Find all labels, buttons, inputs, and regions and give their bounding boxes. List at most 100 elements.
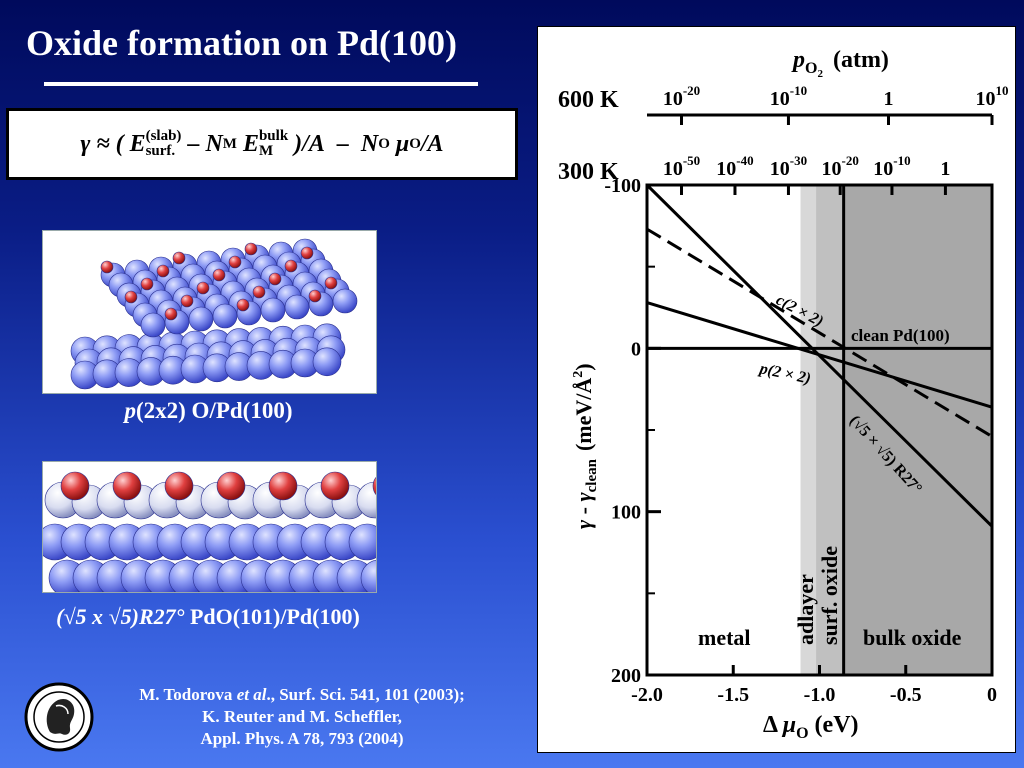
y-tick-label: 0: [631, 338, 641, 360]
y-label-g1: γ: [571, 519, 596, 529]
atom: [100, 260, 114, 274]
x-tick-label: -2.0: [631, 684, 663, 706]
figure1-caption-p: p: [124, 398, 136, 423]
reference-line-1: M. Todorova et al., Surf. Sci. 541, 101 …: [100, 684, 504, 706]
y-label-close: ): [571, 363, 596, 370]
top-title-unit: (atm): [833, 47, 889, 73]
formula-tail: /A: [420, 130, 444, 157]
atom: [260, 297, 286, 323]
figure2-caption-rest: PdO(101)/Pd(100): [184, 604, 360, 629]
atom: [212, 303, 238, 329]
atom: [60, 471, 90, 501]
top-axis-tick-label: 10-20: [822, 153, 859, 180]
region-label-metal: metal: [698, 625, 751, 650]
top-axis-300k-label: 300 K: [558, 159, 619, 185]
atom: [360, 559, 376, 592]
x-label-mu: μ: [781, 712, 796, 738]
x-axis-label: Δ μO (eV): [763, 712, 859, 742]
top-axis-tick-label: 10-30: [770, 153, 807, 180]
y-tick-label: 100: [611, 502, 641, 524]
references: M. Todorova et al., Surf. Sci. 541, 101 …: [100, 684, 504, 750]
figure1-caption-rest: (2x2) O/Pd(100): [135, 398, 293, 423]
formula-minus1: –: [187, 130, 200, 157]
atom: [252, 285, 266, 299]
atom: [348, 523, 376, 561]
top-title-subsub: 2: [817, 68, 823, 80]
x-tick-label: 0: [987, 684, 997, 706]
x-label-delta: Δ: [763, 712, 778, 738]
atom: [216, 471, 246, 501]
atom: [268, 471, 298, 501]
y-label-sup: 2: [571, 371, 586, 378]
formula-minus2: –: [336, 130, 349, 157]
atom: [196, 281, 210, 295]
formula-e: E: [129, 130, 146, 157]
series-line-5-5-r27: [645, 183, 994, 528]
formula-approx: ≈: [96, 130, 110, 157]
ref3-pre: Appl. Phys. A 78, 793 (2004): [200, 729, 404, 748]
top-title-sub: O: [805, 60, 817, 77]
top-axis-title: pO2 (atm): [791, 47, 889, 80]
atom: [324, 276, 338, 290]
formula-e-sup: (slab): [145, 128, 182, 144]
formula-n: N: [205, 130, 223, 157]
y-tick-label: -100: [604, 175, 641, 197]
formula-e-sub: surf.: [145, 143, 176, 159]
pdo-structure-drawing: [43, 471, 376, 592]
region-adlayer: [800, 185, 817, 675]
x-label-sub: O: [796, 725, 808, 742]
formula-no-sub: O: [378, 135, 390, 152]
y-tick-label: 200: [611, 665, 641, 687]
atom: [124, 290, 138, 304]
region-label-surf-oxide: surf. oxide: [817, 546, 842, 645]
formula-e2-sub: M: [258, 143, 274, 159]
top-axis-600k-label: 600 K: [558, 87, 619, 113]
atom: [244, 242, 258, 256]
region-bulk-oxide: [843, 185, 992, 675]
formula-close: )/A: [294, 130, 325, 157]
formula-mu: μ: [395, 130, 410, 157]
atom: [228, 255, 242, 269]
ref1-post: ., Surf. Sci. 541, 101 (2003);: [266, 685, 465, 704]
ref2-pre: K. Reuter and M. Scheffler,: [202, 707, 402, 726]
atom: [188, 306, 214, 332]
atom: [236, 298, 250, 312]
top-axis-tick-label: 10-10: [873, 153, 910, 180]
region-label-adlayer: adlayer: [793, 574, 818, 645]
formula-mu-sub: O: [409, 135, 421, 152]
atom: [164, 471, 194, 501]
formula-e2-sup: bulk: [258, 128, 289, 144]
pdo-structure-image: [42, 461, 377, 593]
ref1-pre: M. Todorova: [139, 685, 237, 704]
atom: [284, 294, 310, 320]
atom: [268, 272, 282, 286]
ref1-em: et al: [236, 685, 267, 704]
formula-open: (: [115, 130, 124, 157]
figure1-caption: p(2x2) O/Pd(100): [42, 398, 375, 424]
top-title-p: p: [791, 47, 805, 73]
atom: [112, 471, 142, 501]
atom: [308, 289, 322, 303]
y-label-dash: -: [571, 502, 596, 520]
p2x2-structure-drawing: [70, 238, 358, 390]
reference-line-2: K. Reuter and M. Scheffler,: [100, 706, 504, 728]
atom: [332, 288, 358, 314]
top-axis-tick-label: 10-50: [663, 153, 700, 180]
atom: [156, 264, 170, 278]
y-label-g2: γ: [571, 492, 596, 502]
atom: [312, 347, 342, 377]
formula-e2: E: [242, 130, 259, 157]
series-label-clean: clean Pd(100): [851, 326, 950, 345]
atom: [212, 268, 226, 282]
atom: [180, 294, 194, 308]
slide-title: Oxide formation on Pd(100): [26, 23, 457, 63]
atom: [320, 471, 350, 501]
top-axis-tick-label: 10-10: [770, 83, 807, 110]
formula-n-sub: M: [222, 135, 237, 152]
atom: [372, 476, 376, 496]
phase-diagram-panel: -2.0 -1.5 -1.0 -0.5 0 -100 0 100 200 clean Pd(10…: [537, 26, 1016, 753]
p2x2-structure-image: [42, 230, 377, 394]
surface-energy-chart: -2.0 -1.5 -1.0 -0.5 0 -100 0 100 200 clean Pd(10…: [558, 47, 1009, 742]
title-underline: [44, 82, 478, 86]
